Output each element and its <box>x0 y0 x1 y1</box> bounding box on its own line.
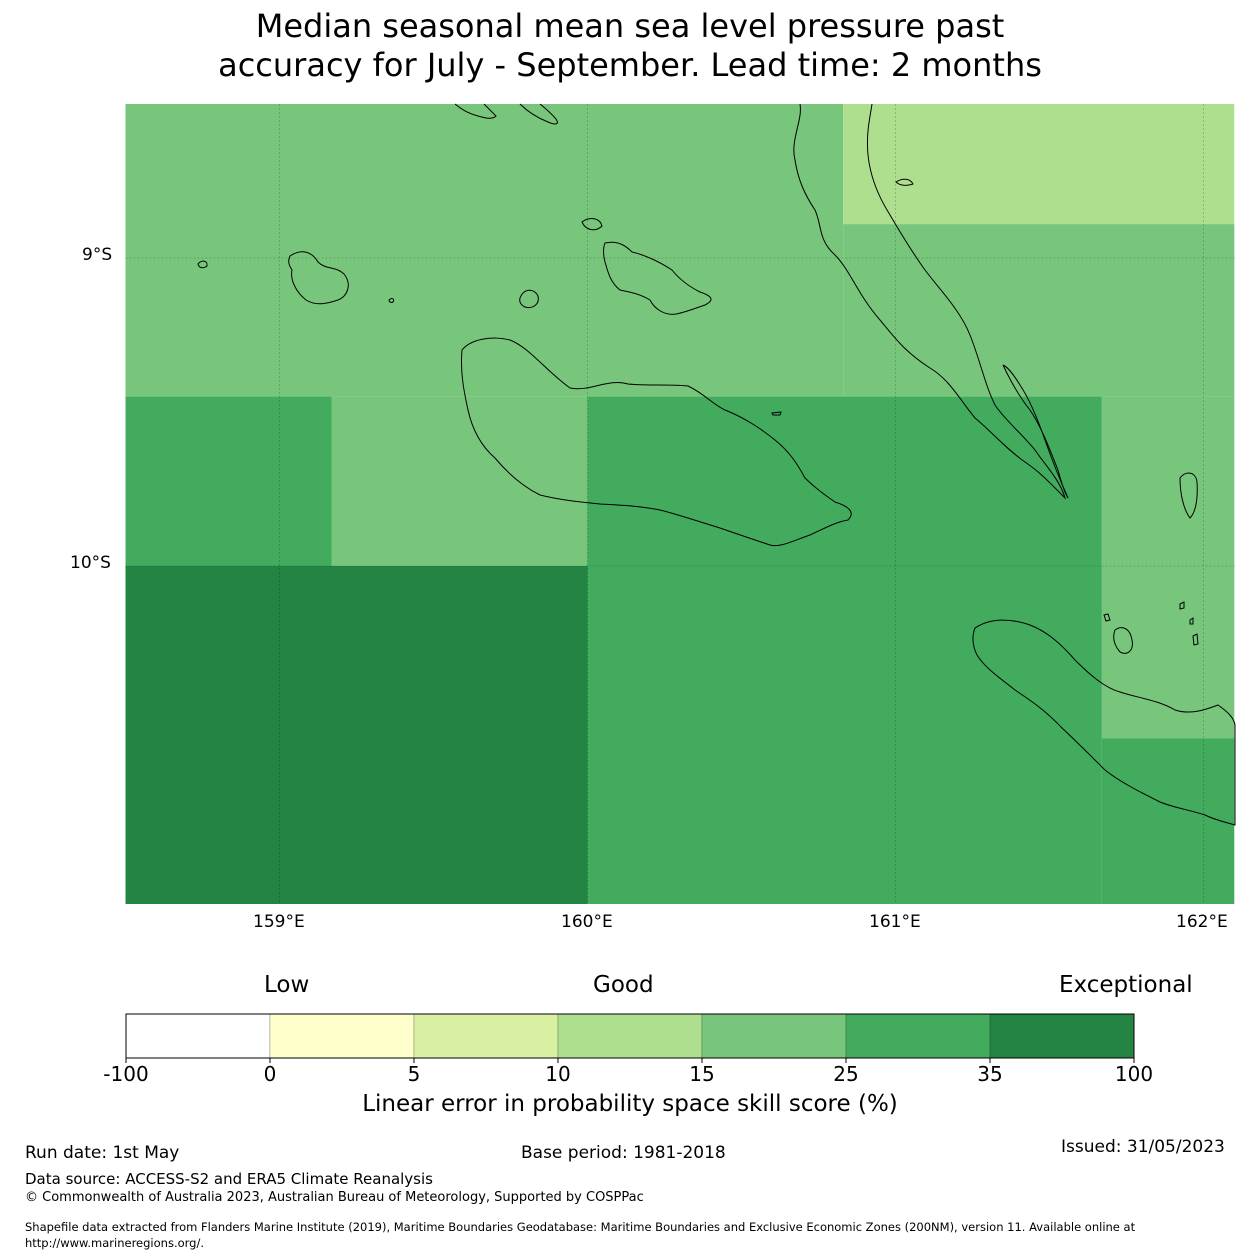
coastline-islet-g <box>1192 633 1199 646</box>
skill-cells <box>125 104 1235 904</box>
coastline-islet-d <box>1103 613 1111 622</box>
copyright: © Commonwealth of Australia 2023, Austra… <box>25 1190 644 1205</box>
issued-date: Issued: 31/05/2023 <box>1061 1137 1225 1157</box>
colorbar <box>125 1013 1135 1063</box>
colorbar-tick: 0 <box>263 1062 277 1086</box>
coastline-north-islets <box>454 103 497 119</box>
coastline-islet-a <box>895 178 914 186</box>
chart-title-line-2: accuracy for July - September. Lead time… <box>218 46 1042 84</box>
coastline-islet-b <box>771 411 782 416</box>
colorbar-category-exceptional: Exceptional <box>1059 972 1193 998</box>
coastline-russell <box>288 251 349 305</box>
coastline-guadalcanal <box>461 337 852 547</box>
map-gridlines <box>125 104 1235 904</box>
data-source: Data source: ACCESS-S2 and ERA5 Climate … <box>25 1170 433 1188</box>
skill-cell <box>587 396 1102 566</box>
colorbar-swatch <box>269 1013 415 1059</box>
shapefile-credit-line-2: http://www.marineregions.org/. <box>25 1236 204 1250</box>
skill-cell <box>1101 738 1235 904</box>
skill-cell <box>843 224 1235 397</box>
coastline-islet-f <box>1189 617 1194 625</box>
coastline-santa-isabel <box>793 103 1066 500</box>
skill-cell <box>587 566 1102 904</box>
skill-cell <box>843 104 1235 225</box>
colorbar-swatch <box>701 1013 847 1059</box>
coastline-north-islet-2 <box>519 103 558 125</box>
lon-label-162e: 162°E <box>1176 912 1228 932</box>
coastline-ugi-islet <box>1113 627 1133 654</box>
skill-cell <box>125 566 588 904</box>
skill-cell <box>1101 396 1235 739</box>
shapefile-credit-line-1: Shapefile data extracted from Flanders M… <box>25 1220 1136 1234</box>
coastline-russell-islet-1 <box>197 260 208 269</box>
run-date: Run date: 1st May <box>25 1143 180 1163</box>
coastline-malaita-islet <box>1179 472 1198 519</box>
skill-cell <box>125 104 844 397</box>
coastline-savo-ngella-islet <box>581 218 603 231</box>
coastlines <box>197 103 1236 826</box>
coastline-san-jorge <box>1002 364 1069 499</box>
colorbar-tick: 10 <box>545 1062 571 1086</box>
chart-title-line-1: Median seasonal mean sea level pressure … <box>255 7 1005 45</box>
colorbar-swatch <box>845 1013 991 1059</box>
skill-cell <box>125 396 332 566</box>
colorbar-swatch <box>413 1013 559 1059</box>
lat-label-10s: 10°S <box>70 553 111 573</box>
skill-cell <box>331 396 588 566</box>
lon-label-161e: 161°E <box>869 912 921 932</box>
coastline-russell-islet-2 <box>388 298 395 303</box>
colorbar-tick: 25 <box>833 1062 859 1086</box>
coastline-islet-c <box>519 289 539 308</box>
colorbar-tick: 15 <box>689 1062 715 1086</box>
colorbar-tick: -100 <box>103 1062 149 1086</box>
colorbar-swatch <box>989 1013 1135 1059</box>
lon-label-159e: 159°E <box>253 912 305 932</box>
colorbar-category-good: Good <box>593 972 654 998</box>
colorbar-swatch <box>557 1013 703 1059</box>
colorbar-category-low: Low <box>264 972 310 998</box>
lat-label-9s: 9°S <box>82 245 113 265</box>
coastline-makira <box>972 619 1236 826</box>
colorbar-frame <box>125 1013 1135 1059</box>
colorbar-tick: 5 <box>407 1062 421 1086</box>
base-period: Base period: 1981-2018 <box>521 1143 726 1163</box>
coastline-islet-e <box>1179 601 1185 610</box>
coastline-nggela <box>603 241 712 315</box>
colorbar-swatch <box>125 1013 271 1059</box>
lon-label-160e: 160°E <box>561 912 613 932</box>
colorbar-tick: 100 <box>1114 1062 1154 1086</box>
colorbar-tick: 35 <box>977 1062 1003 1086</box>
colorbar-label: Linear error in probability space skill … <box>362 1091 898 1117</box>
